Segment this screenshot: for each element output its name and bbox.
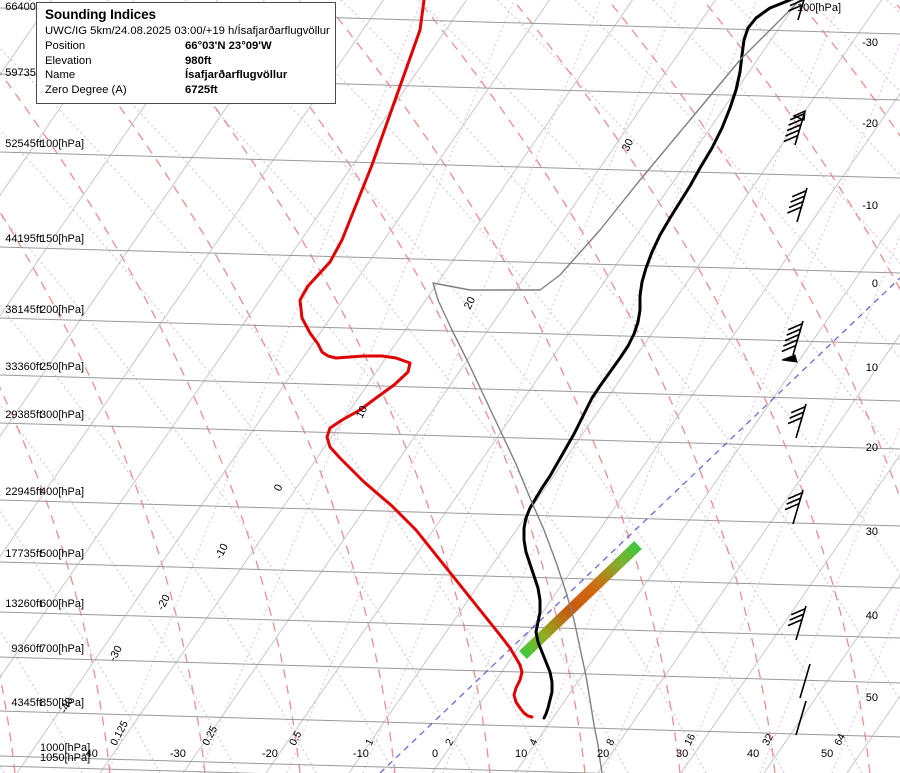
isotherm-inline-label: 20 [462,295,478,311]
right-temperature-label: 0 [871,278,878,290]
bottom-temperature-label: -20 [262,748,278,760]
isotherm-inline-label: 30 [620,137,636,153]
pressure-label: 300[hPa] [40,409,85,421]
right-temperature-label: -10 [862,200,878,212]
parcel-energy-bar [519,541,642,659]
bottom-temperature-label: -10 [353,748,369,760]
isotherm-inline-label: 10 [354,404,370,420]
info-row: Name Ísafjarðarflugvöllur [45,68,329,83]
pressure-label: 100[hPa] [40,138,85,150]
info-row-key: Name [45,69,76,81]
bottom-temperature-label: -40 [82,748,98,760]
isobar-lines [0,7,900,773]
right-temperature-label: 50 [865,692,878,704]
altitude-label: 33360ft [5,361,42,373]
panel-rows: Position 66°03'N 23°09'W Elevation 980ft Nam… [45,39,329,97]
bottom-temperature-label: 50 [821,748,834,760]
info-row-value: 980ft [185,54,212,67]
info-row: Zero Degree (A) 6725ft [45,83,329,98]
wind-barb [788,0,805,21]
altitude-label: 44195ft [5,233,42,245]
bottom-temperature-label: -30 [170,748,186,760]
right-temperature-label: -20 [862,118,878,130]
bottom-temperature-label: 40 [747,748,760,760]
sounding-curves [298,0,801,773]
pressure-label: 400[hPa] [40,486,85,498]
wind-barb [787,403,807,439]
sounding-curve-parcel-path [432,0,801,773]
freezing-level-line [379,277,900,773]
bottom-temperature-label: 20 [597,748,610,760]
wind-barb [787,605,807,641]
altitude-label: 13260ft [5,598,42,610]
altitude-label: 66400ft [5,1,42,13]
wind-barb [781,320,804,363]
info-row-key: Position [45,40,86,52]
bottom-temperature-label: 0 [432,748,439,760]
info-row-value: 6725ft [185,83,218,96]
right-temperature-label: 40 [865,610,878,622]
pressure-label: 200[hPa] [40,304,85,316]
pressure-label: 1050[hPa] [40,752,91,764]
sounding-indices-panel: Sounding Indices UWC/IG 5km/24.08.2025 0… [36,2,336,104]
isotherm-inline-label: -10 [213,542,231,562]
pressure-label: 600[hPa] [40,598,85,610]
altitude-label: 38145ft [5,304,42,316]
wind-barbs [781,0,811,736]
info-row-value: 66°03'N 23°09'W [185,40,272,52]
pressure-label: 150[hPa] [40,233,85,245]
sounding-curve-dewpoint [298,0,534,719]
altitude-label: 4345ft [11,697,42,709]
wind-barb [783,109,806,146]
altitude-label: 9360ft [11,643,42,655]
bottom-temperature-label: 30 [676,748,689,760]
altitude-label: 52545ft [5,138,42,150]
sounding-curve-temperature [522,0,792,720]
altitude-label: 59735ft [5,67,42,79]
pressure-label: 700[hPa] [40,643,85,655]
wind-barb [787,187,808,223]
isotherm-inline-label: 0 [272,482,285,493]
right-temperature-label: 10 [865,362,878,374]
panel-title: Sounding Indices [45,7,156,22]
bottom-temperature-label: 10 [515,748,528,760]
wind-barb [784,489,804,525]
wind-barb [795,700,807,736]
info-row-key: Zero Degree (A) [45,83,127,96]
pressure-label: 100[hPa] [797,2,842,14]
info-row-key: Elevation [45,54,92,67]
right-temperature-label: 30 [865,526,878,538]
pressure-label: 1000[hPa] [40,742,91,754]
pressure-label: 500[hPa] [40,548,85,560]
altitude-label: 17735ft [5,548,42,560]
panel-subtitle: UWC/IG 5km/24.08.2025 03:00/+19 h/Ísafja… [45,25,330,37]
pressure-label: 850[hPa] [40,697,85,709]
info-row-value: Ísafjarðarflugvöllur [185,69,288,81]
pressure-label: 250[hPa] [40,361,85,373]
isotherm-inline-label: -20 [155,593,173,613]
wind-barb [799,663,811,699]
right-temperature-label: -30 [862,37,878,49]
altitude-label: 22945ft [5,486,42,498]
info-row: Position 66°03'N 23°09'W [45,39,329,54]
info-row: Elevation 980ft [45,54,329,69]
altitude-label: 29385ft [5,409,42,421]
right-temperature-label: 20 [865,442,878,454]
